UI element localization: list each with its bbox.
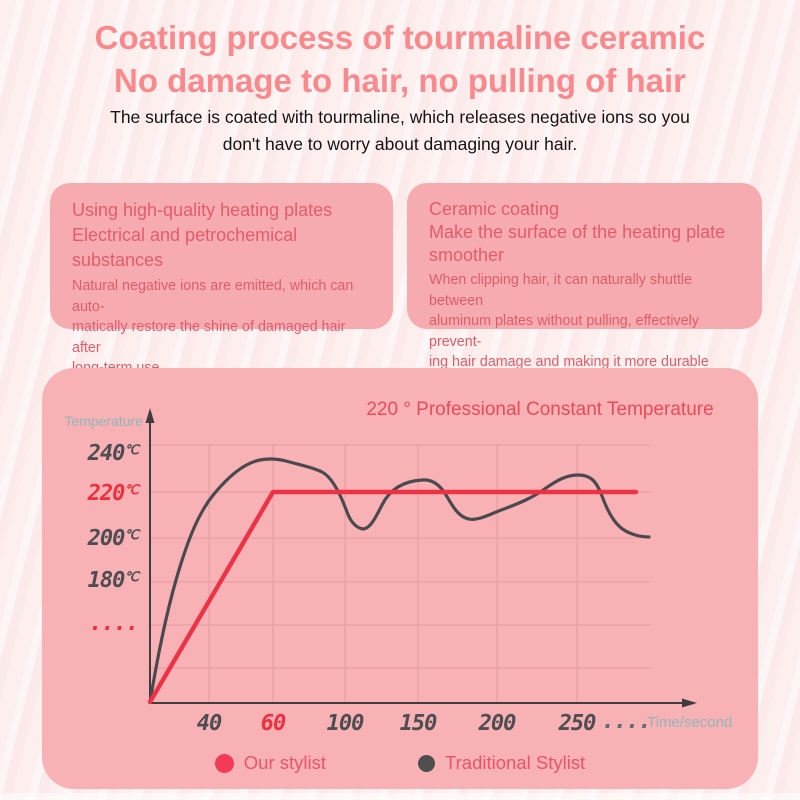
subtitle-line-2: don't have to worry about damaging your … [222,134,578,154]
feature-card-heating-plates: Using high-quality heating plates Electr… [50,183,393,376]
x-axis-arrow-icon [682,698,697,708]
y-tick-200: 200℃ [87,526,142,551]
card-heading-line: Ceramic coating [429,199,560,219]
temperature-line-chart: 220 ° Professional Constant Temperature … [64,399,732,736]
card-body-line: ing hair damage and making it more durab… [429,354,709,370]
y-axis-arrow-icon [145,408,155,423]
card-body-line: matically restore the shine of damaged h… [72,319,346,356]
y-axis-tick-labels: 240℃ 220℃ 200℃ 180℃ .... [87,441,143,636]
card-heading-line: smoother [429,245,505,265]
x-tick-250: 250 [558,711,596,736]
chart-axes [145,408,697,708]
card-heading-line: Using high-quality heating plates [72,200,333,220]
y-tick-240: 240℃ [87,441,142,466]
legend-item-traditional-stylist: Traditional Stylist [418,752,585,774]
x-tick-200: 200 [478,711,516,736]
page-subtitle: The surface is coated with tourmaline, w… [0,104,800,158]
page-title: Coating process of tourmaline ceramic No… [0,16,800,102]
legend-item-our-stylist: Our stylist [214,752,327,774]
chart-legend: Our stylist Traditional Stylist [42,752,758,774]
x-axis-caption: Time/second [647,714,732,731]
title-line-1: Coating process of tourmaline ceramic [94,19,706,56]
legend-label: Our stylist [243,752,327,773]
x-tick-60: 60 [261,711,286,736]
feature-card-ceramic-coating: Ceramic coating Make the surface of the … [407,183,762,370]
legend-dot-traditional-stylist-icon [418,754,436,772]
title-line-2: No damage to hair, no pulling of hair [113,62,687,99]
series-traditional-stylist-line [148,457,651,704]
x-tick-40: 40 [197,711,222,736]
y-axis-caption: Temperature [64,413,143,429]
card-body-line: Natural negative ions are emitted, which… [72,278,354,315]
card-body-line: aluminum plates without pulling, effecti… [429,313,699,350]
x-tick-100: 100 [327,711,364,736]
series-our-stylist-line [147,489,639,705]
subtitle-line-1: The surface is coated with tourmaline, w… [110,107,690,127]
temperature-chart-panel: 220 ° Professional Constant Temperature … [42,368,758,789]
card-body-line: When clipping hair, it can naturally shu… [429,272,693,309]
bottom-texture-band [0,793,800,800]
legend-label: Traditional Stylist [445,752,586,773]
card-heading-line: Electrical and petrochemical substances [72,225,298,270]
x-axis-tick-labels: 40 60 100 150 200 250 .... [197,709,652,736]
x-tick-ellipsis: .... [602,709,651,734]
card-heading-line: Make the surface of the heating plate [429,222,726,242]
legend-dot-our-stylist-icon [214,753,234,773]
x-tick-150: 150 [400,711,437,736]
y-tick-180: 180℃ [88,568,142,593]
chart-title: 220 ° Professional Constant Temperature [366,399,713,420]
y-tick-220: 220℃ [87,481,142,506]
y-tick-ellipsis: .... [89,611,138,636]
